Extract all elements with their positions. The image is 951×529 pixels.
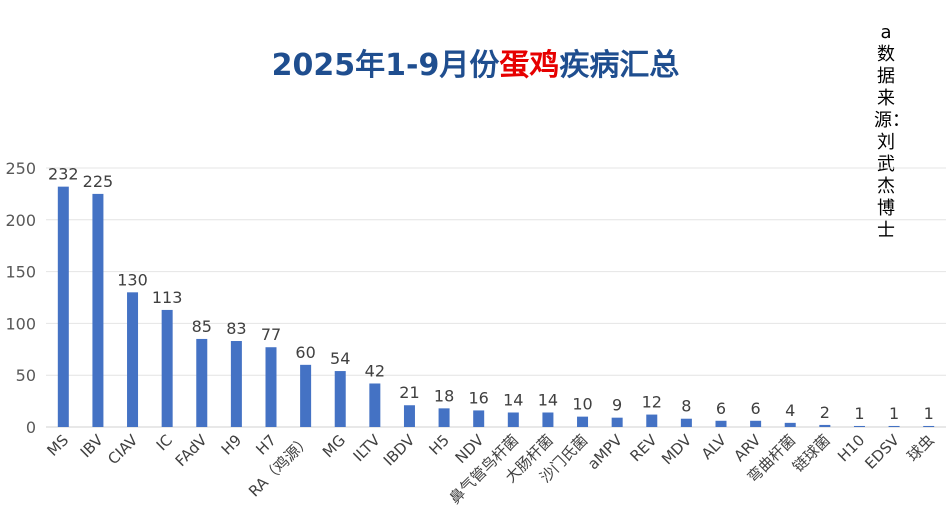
bar [577,416,589,427]
title-highlight: 蛋鸡 [499,48,560,83]
bar [92,193,104,427]
bar [646,414,658,427]
y-tick-label: 200 [5,211,36,230]
data-label: 85 [192,317,212,336]
category-label: CIAV [104,431,142,469]
bar [265,347,277,427]
bar [750,420,762,427]
data-label: 12 [642,393,662,412]
data-label: 4 [785,401,795,420]
chart-title: 2025年1-9月份蛋鸡疾病汇总 [0,40,951,84]
category-label: MDV [658,431,696,469]
y-tick-label: 0 [26,418,36,437]
category-label: 球虫 [904,431,938,465]
data-label: 8 [681,397,691,416]
bar [819,424,831,427]
data-label: 113 [152,288,183,307]
data-label: 1 [854,404,864,423]
category-label: aMPV [584,431,627,474]
category-label: IBV [77,431,108,462]
source-note: a数据来源：刘武杰博士 [874,22,910,241]
category-label: FAdV [172,431,211,470]
data-label: 14 [503,390,523,409]
bar [680,418,692,427]
bar [369,383,381,427]
bar [403,405,415,427]
bar [542,412,554,427]
data-label: 2 [820,403,830,422]
category-label: IBDV [380,431,419,470]
bar [127,292,139,427]
data-label: 10 [572,395,592,414]
bar [196,338,208,427]
data-label: 77 [261,325,281,344]
category-label: ILTV [350,431,385,466]
data-label: 130 [117,270,148,289]
data-label: 14 [538,390,558,409]
data-label: 21 [399,383,419,402]
y-tick-label: 100 [5,314,36,333]
data-label: 1 [924,404,934,423]
data-label: 6 [751,399,761,418]
y-tick-label: 150 [5,263,36,282]
data-label: 225 [83,172,114,191]
category-label: EDSV [861,431,903,473]
bar [161,309,173,427]
data-label: 18 [434,386,454,405]
bar [300,364,312,427]
data-label: 9 [612,396,622,415]
bar [438,408,450,427]
category-label: 链球菌 [789,431,834,476]
data-label: 16 [469,388,489,407]
bar [473,410,485,427]
data-label: 1 [889,404,899,423]
title-part1: 2025年1-9月份 [271,48,500,83]
data-label: 232 [48,165,79,184]
bar [57,186,69,427]
data-label: 6 [716,399,726,418]
bar [923,425,935,427]
y-tick-label: 250 [5,159,36,178]
bar [611,417,623,427]
title-part2: 疾病汇总 [559,48,680,83]
bar [230,341,242,427]
data-label: 42 [365,361,385,380]
bar [784,422,796,427]
data-label: 83 [226,319,246,338]
data-label: 54 [330,349,350,368]
bar [853,425,865,427]
data-label: 60 [295,343,315,362]
category-label: H5 [425,431,452,458]
bar [715,420,727,427]
bar [334,371,346,427]
category-label: MG [319,431,349,461]
category-label: IC [153,431,176,454]
category-label: MS [44,431,73,460]
category-label: H7 [252,431,279,458]
category-label: ALV [698,431,731,464]
bar [507,412,519,427]
category-label: H9 [218,431,245,458]
y-tick-label: 50 [16,366,36,385]
bar [888,425,900,427]
category-label: REV [627,431,662,466]
